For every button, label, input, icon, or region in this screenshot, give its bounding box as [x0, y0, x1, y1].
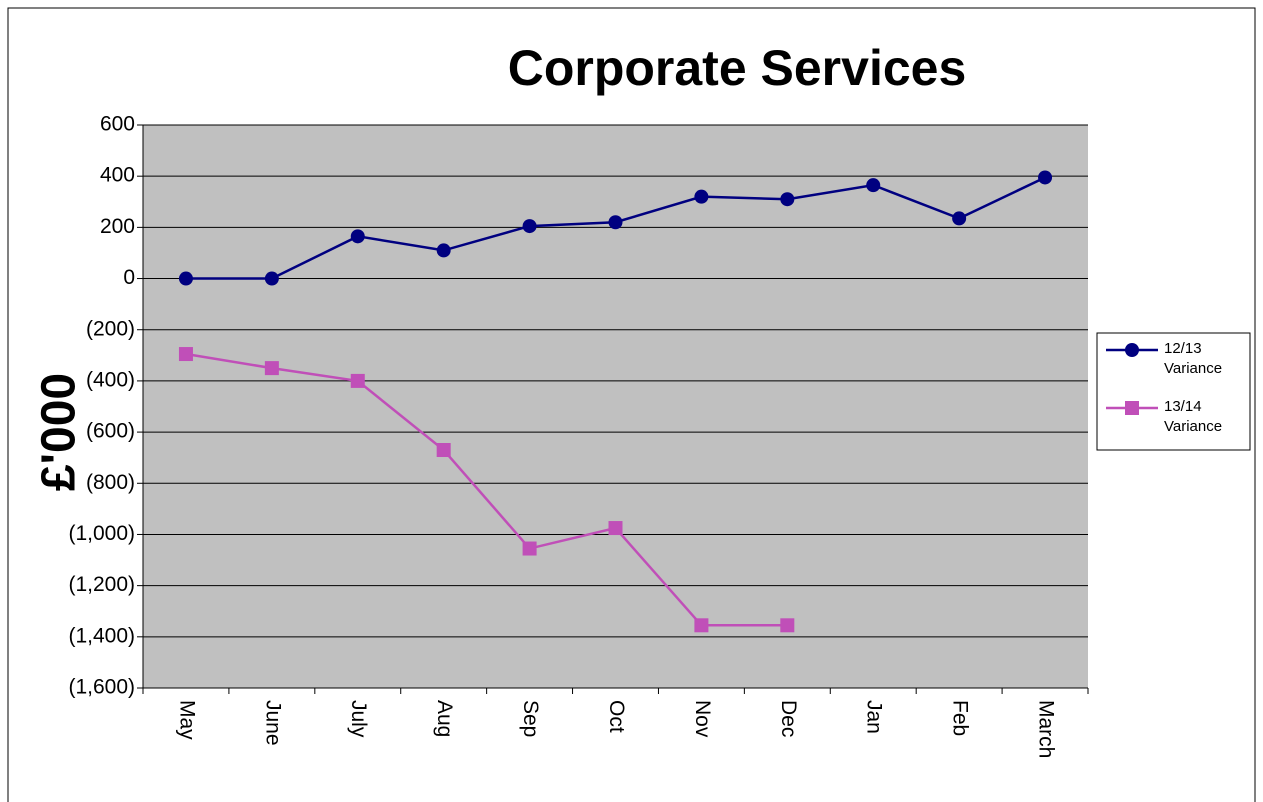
y-tick-label: (800) — [86, 471, 135, 494]
point — [264, 271, 279, 286]
y-axis-label: £'000 — [33, 373, 86, 491]
point — [350, 229, 365, 244]
legend-box — [1096, 332, 1251, 451]
point — [1125, 401, 1139, 415]
point — [436, 443, 451, 458]
y-tick-label: 200 — [100, 215, 135, 238]
point — [522, 219, 537, 234]
x-tick-label: Dec — [777, 700, 800, 737]
y-tick-label: 400 — [100, 164, 135, 187]
y-tick-label: (400) — [86, 368, 135, 391]
legend-label: 12/13 Variance — [1164, 340, 1223, 377]
point — [264, 361, 279, 376]
y-tick-label: 0 — [123, 266, 135, 289]
x-tick-label: Feb — [949, 700, 972, 736]
x-tick-label: Nov — [691, 700, 714, 738]
point — [178, 347, 193, 362]
y-tick-label: (1,600) — [68, 676, 135, 699]
series-line — [185, 352, 788, 627]
y-tick-label: 600 — [100, 113, 135, 136]
point — [436, 243, 451, 258]
point — [522, 541, 537, 556]
point — [694, 618, 709, 633]
y-tick-label: (1,000) — [68, 522, 135, 545]
y-tick-label: (1,200) — [68, 573, 135, 596]
x-tick-label: Aug — [433, 700, 456, 737]
x-tick-label: May — [175, 700, 198, 740]
x-tick-label: March — [1034, 700, 1057, 758]
point — [952, 211, 967, 226]
x-tick-label: June — [261, 700, 284, 746]
frame — [7, 7, 1256, 802]
point — [780, 192, 795, 207]
point — [178, 271, 193, 286]
legend-label: 13/14 Variance — [1164, 398, 1223, 435]
point — [350, 373, 365, 388]
x-tick-label: July — [347, 700, 370, 738]
point — [608, 521, 623, 536]
point — [608, 215, 623, 230]
point — [1038, 170, 1053, 185]
y-tick-label: (600) — [86, 420, 135, 443]
x-tick-label: Oct — [605, 700, 628, 733]
x-tick-label: Jan — [863, 700, 886, 734]
point — [694, 189, 709, 204]
y-tick-label: (200) — [86, 317, 135, 340]
point — [1125, 343, 1139, 357]
point — [780, 618, 795, 633]
y-tick-label: (1,400) — [68, 624, 135, 647]
point — [866, 178, 881, 193]
chart-title: Corporate Services — [508, 40, 967, 96]
plot-area — [143, 125, 1088, 688]
x-tick-label: Sep — [519, 700, 542, 737]
